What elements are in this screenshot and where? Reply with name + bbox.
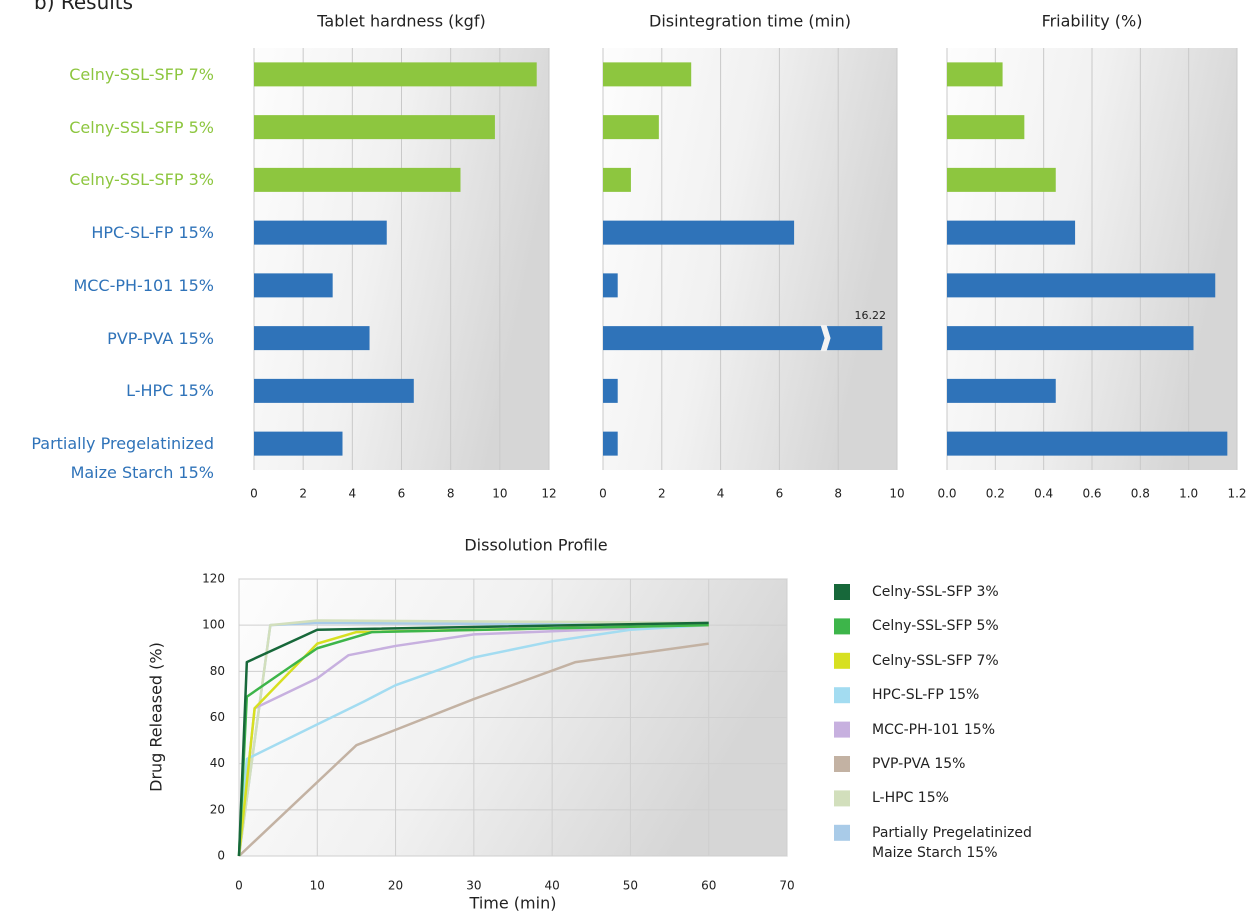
y-tick-label: 40 xyxy=(210,756,225,770)
x-tick-label: 0.8 xyxy=(1131,487,1150,501)
bar xyxy=(603,326,883,351)
x-tick-label: 0.2 xyxy=(986,487,1005,501)
legend-swatch xyxy=(834,652,850,669)
category-label: HPC-SL-FP 15% xyxy=(91,223,214,243)
category-label: Celny-SSL-SFP 7% xyxy=(69,64,214,84)
bar xyxy=(254,220,387,245)
series-line xyxy=(237,619,709,857)
bar xyxy=(254,167,461,192)
plot-background xyxy=(603,48,897,470)
x-tick-label: 0 xyxy=(250,487,258,501)
legend-label: L-HPC 15% xyxy=(872,790,949,807)
y-tick-label: 0 xyxy=(217,849,225,863)
legend-swatch xyxy=(834,687,850,704)
bar xyxy=(947,62,1003,87)
bar xyxy=(603,115,659,140)
bar xyxy=(947,273,1216,298)
x-tick-label: 0.6 xyxy=(1082,487,1101,501)
legend-swatch xyxy=(834,824,850,841)
x-tick-label: 4 xyxy=(717,487,725,501)
category-label: Celny-SSL-SFP 3% xyxy=(69,170,214,190)
x-tick-label: 12 xyxy=(541,487,556,501)
y-tick-label: 80 xyxy=(210,664,225,678)
category-label: Celny-SSL-SFP 5% xyxy=(69,117,214,137)
bar xyxy=(254,378,414,403)
legend-label: PVP-PVA 15% xyxy=(872,756,966,772)
x-tick-label: 50 xyxy=(623,879,638,893)
y-axis-label: Drug Released (%) xyxy=(147,642,166,792)
chart-title: Friability (%) xyxy=(1042,12,1143,31)
series-line xyxy=(237,623,709,857)
x-tick-label: 10 xyxy=(889,487,904,501)
bar xyxy=(947,431,1228,456)
legend-swatch xyxy=(834,618,850,635)
series-line xyxy=(238,642,709,857)
chart-title: Disintegration time (min) xyxy=(649,12,851,31)
x-tick-label: 0.4 xyxy=(1034,487,1053,501)
series-line xyxy=(237,621,709,857)
y-tick-label: 100 xyxy=(202,618,225,632)
x-tick-label: 40 xyxy=(545,879,560,893)
x-tick-label: 1.2 xyxy=(1227,487,1246,501)
x-tick-label: 20 xyxy=(388,879,403,893)
category-label: Partially Pregelatinized Maize Starch 15… xyxy=(31,434,214,483)
x-tick-label: 8 xyxy=(447,487,455,501)
legend-swatch xyxy=(834,721,850,738)
bar xyxy=(603,273,618,298)
x-tick-label: 30 xyxy=(466,879,481,893)
bar xyxy=(254,326,370,351)
x-tick-label: 60 xyxy=(701,879,716,893)
bar xyxy=(947,326,1194,351)
x-tick-label: 1.0 xyxy=(1179,487,1198,501)
x-tick-label: 0 xyxy=(599,487,607,501)
value-label: 16.22 xyxy=(855,309,887,322)
legend-label: HPC-SL-FP 15% xyxy=(872,687,980,704)
bar xyxy=(254,431,343,456)
x-tick-label: 8 xyxy=(834,487,842,501)
bar xyxy=(603,378,618,403)
x-tick-label: 2 xyxy=(658,487,666,501)
bar xyxy=(254,115,495,140)
legend-swatch xyxy=(834,756,850,772)
bar xyxy=(947,378,1056,403)
bar xyxy=(603,62,692,87)
x-tick-label: 0.0 xyxy=(937,487,956,501)
x-tick-label: 6 xyxy=(398,487,406,501)
bar xyxy=(603,167,631,192)
bar xyxy=(947,220,1076,245)
y-tick-label: 120 xyxy=(202,572,225,586)
x-tick-label: 6 xyxy=(776,487,784,501)
y-tick-label: 20 xyxy=(210,802,225,816)
x-tick-label: 2 xyxy=(299,487,307,501)
bar xyxy=(254,62,537,87)
legend-swatch xyxy=(834,584,850,600)
legend-label: MCC-PH-101 15% xyxy=(872,721,995,738)
category-label: L-HPC 15% xyxy=(126,381,214,401)
panel-label: b) Results xyxy=(34,0,134,14)
axis-break xyxy=(820,325,831,352)
x-tick-label: 10 xyxy=(492,487,507,501)
x-tick-label: 70 xyxy=(779,879,794,893)
chart-title: Tablet hardness (kgf) xyxy=(316,12,485,31)
bar xyxy=(947,167,1056,192)
x-axis-label: Time (min) xyxy=(469,894,557,913)
bar xyxy=(603,220,795,245)
bar xyxy=(947,115,1025,140)
legend-label: Celny-SSL-SFP 5% xyxy=(872,618,999,635)
x-tick-label: 10 xyxy=(310,879,325,893)
category-label: MCC-PH-101 15% xyxy=(73,275,214,295)
bar xyxy=(254,273,333,298)
bar xyxy=(603,431,618,456)
legend-label: Partially Pregelatinized Maize Starch 15… xyxy=(872,824,1032,861)
y-tick-label: 60 xyxy=(210,710,225,724)
chart-title: Dissolution Profile xyxy=(464,536,607,555)
category-label: PVP-PVA 15% xyxy=(107,328,214,348)
x-tick-label: 0 xyxy=(235,879,243,893)
legend-swatch xyxy=(834,790,850,807)
legend-label: Celny-SSL-SFP 3% xyxy=(872,584,999,600)
legend-label: Celny-SSL-SFP 7% xyxy=(872,652,999,669)
x-tick-label: 4 xyxy=(349,487,357,501)
